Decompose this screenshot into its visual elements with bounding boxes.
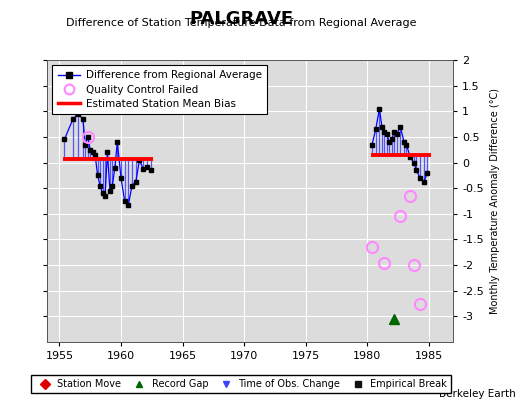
Text: PALGRAVE: PALGRAVE (189, 10, 293, 28)
Legend: Difference from Regional Average, Quality Control Failed, Estimated Station Mean: Difference from Regional Average, Qualit… (52, 65, 267, 114)
Text: Difference of Station Temperature Data from Regional Average: Difference of Station Temperature Data f… (66, 18, 416, 28)
Y-axis label: Monthly Temperature Anomaly Difference (°C): Monthly Temperature Anomaly Difference (… (489, 88, 499, 314)
Text: Berkeley Earth: Berkeley Earth (440, 389, 516, 399)
Legend: Station Move, Record Gap, Time of Obs. Change, Empirical Break: Station Move, Record Gap, Time of Obs. C… (31, 375, 451, 393)
